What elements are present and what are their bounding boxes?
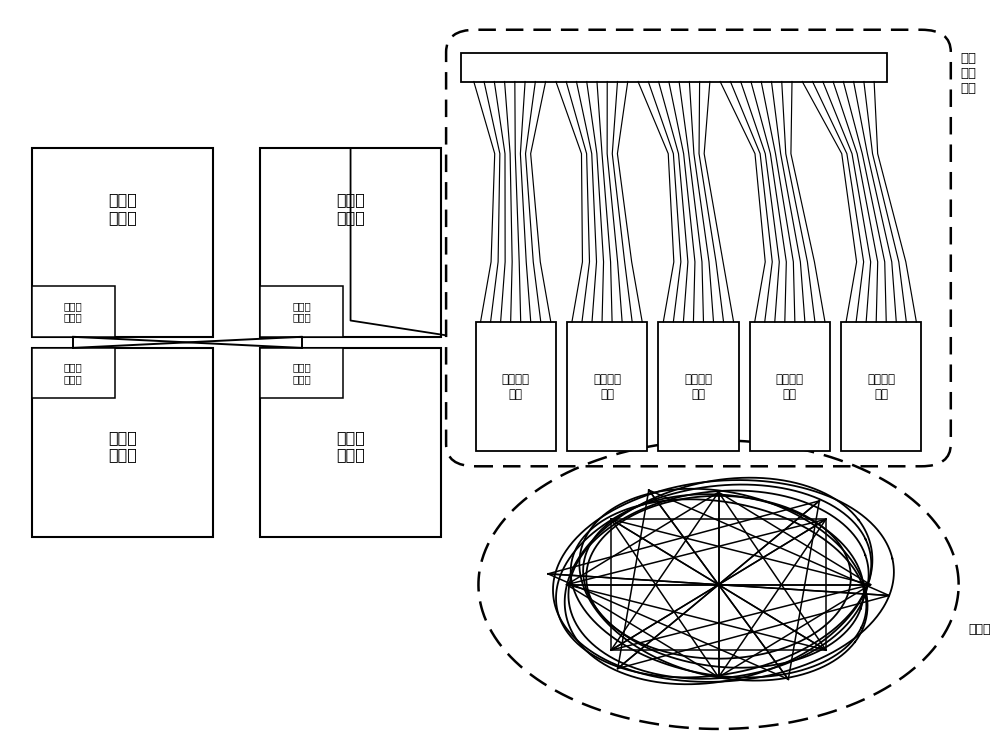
Bar <box>32 286 115 337</box>
Text: 超级计算
节点: 超级计算 节点 <box>593 373 621 401</box>
Text: 超级计算
节点: 超级计算 节点 <box>776 373 804 401</box>
Text: 超级计
算阵列: 超级计 算阵列 <box>108 430 137 462</box>
Bar <box>567 322 647 451</box>
FancyBboxPatch shape <box>446 29 951 467</box>
Bar <box>476 322 556 451</box>
Text: 超级计算
节点: 超级计算 节点 <box>684 373 712 401</box>
Bar <box>750 322 830 451</box>
Text: 超级计
算阵列: 超级计 算阵列 <box>336 193 365 225</box>
Text: 超级计
算阵列: 超级计 算阵列 <box>336 430 365 462</box>
Bar <box>260 286 343 337</box>
Text: 超级计算
节点: 超级计算 节点 <box>502 373 530 401</box>
Text: 全局光
交换机: 全局光 交换机 <box>64 362 83 384</box>
Text: 全局光
交换机: 全局光 交换机 <box>292 300 311 322</box>
Bar <box>260 348 343 398</box>
Text: 计算簇: 计算簇 <box>968 623 991 636</box>
Bar <box>32 348 213 537</box>
Bar <box>658 322 739 451</box>
Bar <box>260 348 441 537</box>
Bar <box>260 148 441 337</box>
Bar <box>32 148 213 337</box>
Text: 超级计算
节点: 超级计算 节点 <box>867 373 895 401</box>
Bar <box>32 348 115 398</box>
Text: 全局光
交换机: 全局光 交换机 <box>64 300 83 322</box>
Text: 阵列
电交
换机: 阵列 电交 换机 <box>961 52 977 95</box>
Bar <box>841 322 921 451</box>
Bar <box>461 54 887 82</box>
Text: 超级计
算阵列: 超级计 算阵列 <box>108 193 137 225</box>
Text: 全局光
交换机: 全局光 交换机 <box>292 362 311 384</box>
